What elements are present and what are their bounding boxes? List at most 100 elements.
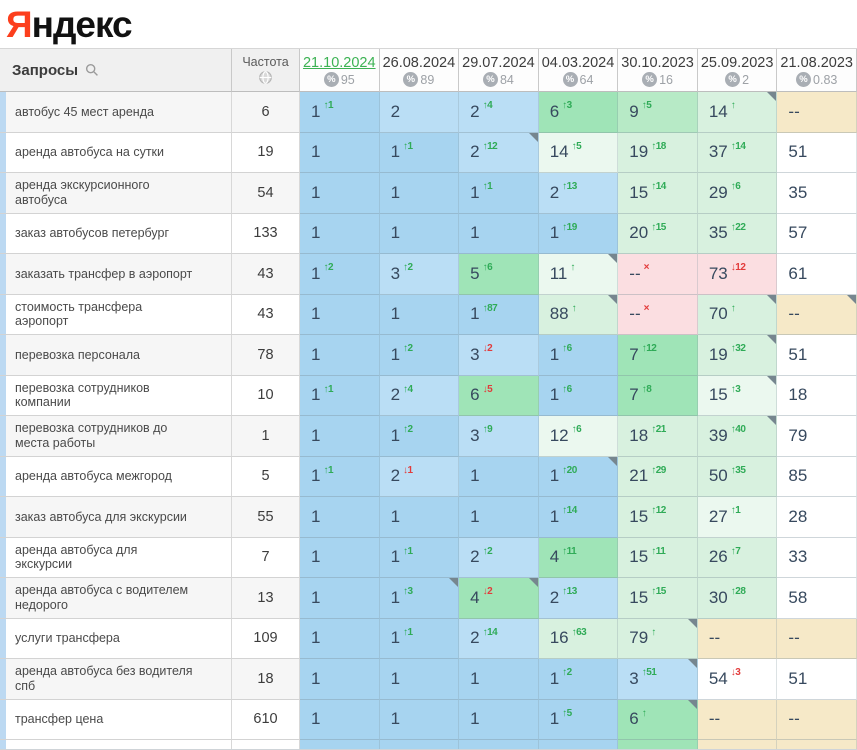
position-cell: 26 ↑7	[697, 537, 778, 578]
position-cell: 1 ↑2	[538, 659, 619, 700]
percent-value: 89	[420, 72, 435, 87]
query-cell[interactable]: заказ автобусов петербург	[0, 213, 232, 254]
position-cell: 19 ↑32	[697, 335, 778, 376]
position-value: 1	[311, 263, 321, 283]
date-link-04.03.2024[interactable]: 04.03.2024	[541, 55, 615, 71]
position-cell: 1	[459, 213, 539, 254]
query-cell[interactable]: трансфер цена	[0, 699, 232, 740]
frequency-cell: 133	[232, 213, 300, 254]
position-value: 2	[470, 101, 480, 121]
query-cell[interactable]: заказать трансфер в аэропорт	[0, 254, 232, 295]
position-cell: 1	[459, 456, 539, 497]
position-cell: 1 ↑1	[379, 537, 460, 578]
position-delta-up: ↑4	[482, 100, 493, 112]
query-cell[interactable]: перевозка сотрудников компании	[0, 375, 232, 416]
query-cell[interactable]: автобус 45 мест аренда	[0, 92, 232, 133]
position-value: 39	[708, 425, 728, 445]
date-link-30.10.2023[interactable]: 30.10.2023	[621, 55, 694, 71]
position-value: 1	[311, 385, 321, 405]
position-value: 1	[311, 425, 321, 445]
query-cell[interactable]: аренда автобуса межгород	[0, 456, 232, 497]
table-row: аренда автобуса без водителя спб 18 1 1 1 1 ↑2…	[0, 659, 857, 700]
position-cell: 1 ↑5	[538, 699, 619, 740]
table-row: аренда экскурсионного автобуса 54 1 1 1 ↑1 2 ↑1…	[0, 173, 857, 214]
position-value: 1	[311, 182, 321, 202]
query-text: аренда автобуса без водителя спб	[15, 664, 193, 693]
position-value: 3	[629, 668, 639, 688]
query-text: аренда автобуса с водителем недорого	[15, 583, 189, 612]
position-delta-up: ↑5	[562, 707, 572, 719]
position-value: 1	[390, 223, 401, 243]
position-value: 73	[708, 263, 728, 283]
position-value: 50	[708, 466, 728, 486]
position-delta-up: ↑12	[482, 140, 498, 152]
position-cell: 1	[379, 213, 460, 254]
date-column-header: 21.08.2023% 0.83	[777, 49, 857, 92]
position-value: 3	[470, 344, 480, 364]
position-delta-up: ↑1	[730, 505, 741, 517]
table-row: аренда автобуса межгород 5 1 ↑1 2 ↓1 1 1 ↑20 21 ↑2…	[0, 456, 857, 497]
position-cell: 28	[777, 497, 857, 538]
date-link-25.09.2023[interactable]: 25.09.2023	[700, 55, 774, 71]
position-value: 19	[708, 344, 728, 364]
percent-icon: %	[562, 72, 578, 87]
position-cell: 18 ↑21	[618, 416, 698, 457]
position-cell: 1 ↑87	[459, 294, 539, 335]
query-text: услуги трансфера	[15, 631, 120, 646]
position-cell: 1 ↑6	[538, 335, 619, 376]
globe-icon	[259, 71, 272, 84]
query-cell[interactable]: аренда автобуса без водителя спб	[0, 659, 232, 700]
position-delta-up: ↑13	[562, 181, 577, 193]
position-value: 1	[311, 628, 321, 648]
query-cell[interactable]: аренда автобуса для экскурсии	[0, 537, 232, 578]
date-link-26.08.2024[interactable]: 26.08.2024	[382, 55, 456, 71]
position-cell: 1	[300, 699, 380, 740]
query-cell[interactable]: перевозка персонала	[0, 335, 232, 376]
query-cell[interactable]: аренда экскурсионного автобуса	[0, 173, 232, 214]
position-value: 2	[390, 466, 401, 486]
query-cell[interactable]: аренда автобуса на сутки	[0, 132, 232, 173]
date-link-29.07.2024[interactable]: 29.07.2024	[462, 55, 535, 71]
position-delta-up: ↑6	[482, 262, 493, 274]
query-cell[interactable]: аренда автобуса с водителем недорого	[0, 578, 232, 619]
position-value: 1	[470, 709, 480, 729]
note-corner-icon	[687, 659, 697, 668]
query-text: заказ автобусов петербург	[15, 226, 170, 241]
position-cell: --	[777, 618, 857, 659]
query-cell[interactable]: перевозка сотрудников до места работы	[0, 416, 232, 457]
position-cell: 1 ↑1	[379, 618, 460, 659]
position-value: 1	[311, 142, 321, 162]
position-cell: 70 ↑	[697, 294, 778, 335]
position-cell: -- ×	[618, 294, 698, 335]
frequency-cell: 19	[232, 132, 300, 173]
position-value: 14	[708, 101, 728, 121]
visibility-percent: % 2	[725, 72, 749, 87]
position-cell	[300, 740, 380, 749]
query-text: аренда автобуса для экскурсии	[15, 542, 138, 572]
position-cell: 1	[379, 699, 460, 740]
query-cell[interactable]: стоимость трансфера аэропорт	[0, 294, 232, 335]
note-corner-icon	[767, 92, 777, 101]
position-cell: 37 ↑14	[697, 132, 778, 173]
visibility-percent: % 84	[482, 72, 514, 87]
table-row-partial	[0, 740, 857, 749]
position-value: 1	[470, 506, 480, 526]
position-value: 30	[708, 587, 728, 607]
position-value: 15	[708, 385, 728, 405]
position-value: 1	[390, 142, 401, 162]
query-text: аренда автобуса на сутки	[15, 145, 165, 160]
date-column-header: 29.07.2024% 84	[459, 49, 539, 92]
position-delta-up: ↑14	[730, 140, 746, 152]
position-cell: 50 ↑35	[697, 456, 778, 497]
search-icon[interactable]	[85, 63, 99, 77]
position-cell: 2 ↑13	[538, 173, 619, 214]
date-link-21.08.2023[interactable]: 21.08.2023	[780, 55, 853, 71]
note-corner-icon	[767, 416, 777, 425]
query-cell[interactable]: услуги трансфера	[0, 618, 232, 659]
visibility-percent: % 89	[403, 72, 434, 87]
position-cell: 20 ↑15	[618, 213, 698, 254]
query-cell[interactable]: заказ автобуса для экскурсии	[0, 497, 232, 538]
date-link-21.10.2024[interactable]: 21.10.2024	[302, 55, 376, 71]
visibility-percent: % 95	[323, 72, 355, 87]
position-value: 1	[390, 506, 401, 526]
